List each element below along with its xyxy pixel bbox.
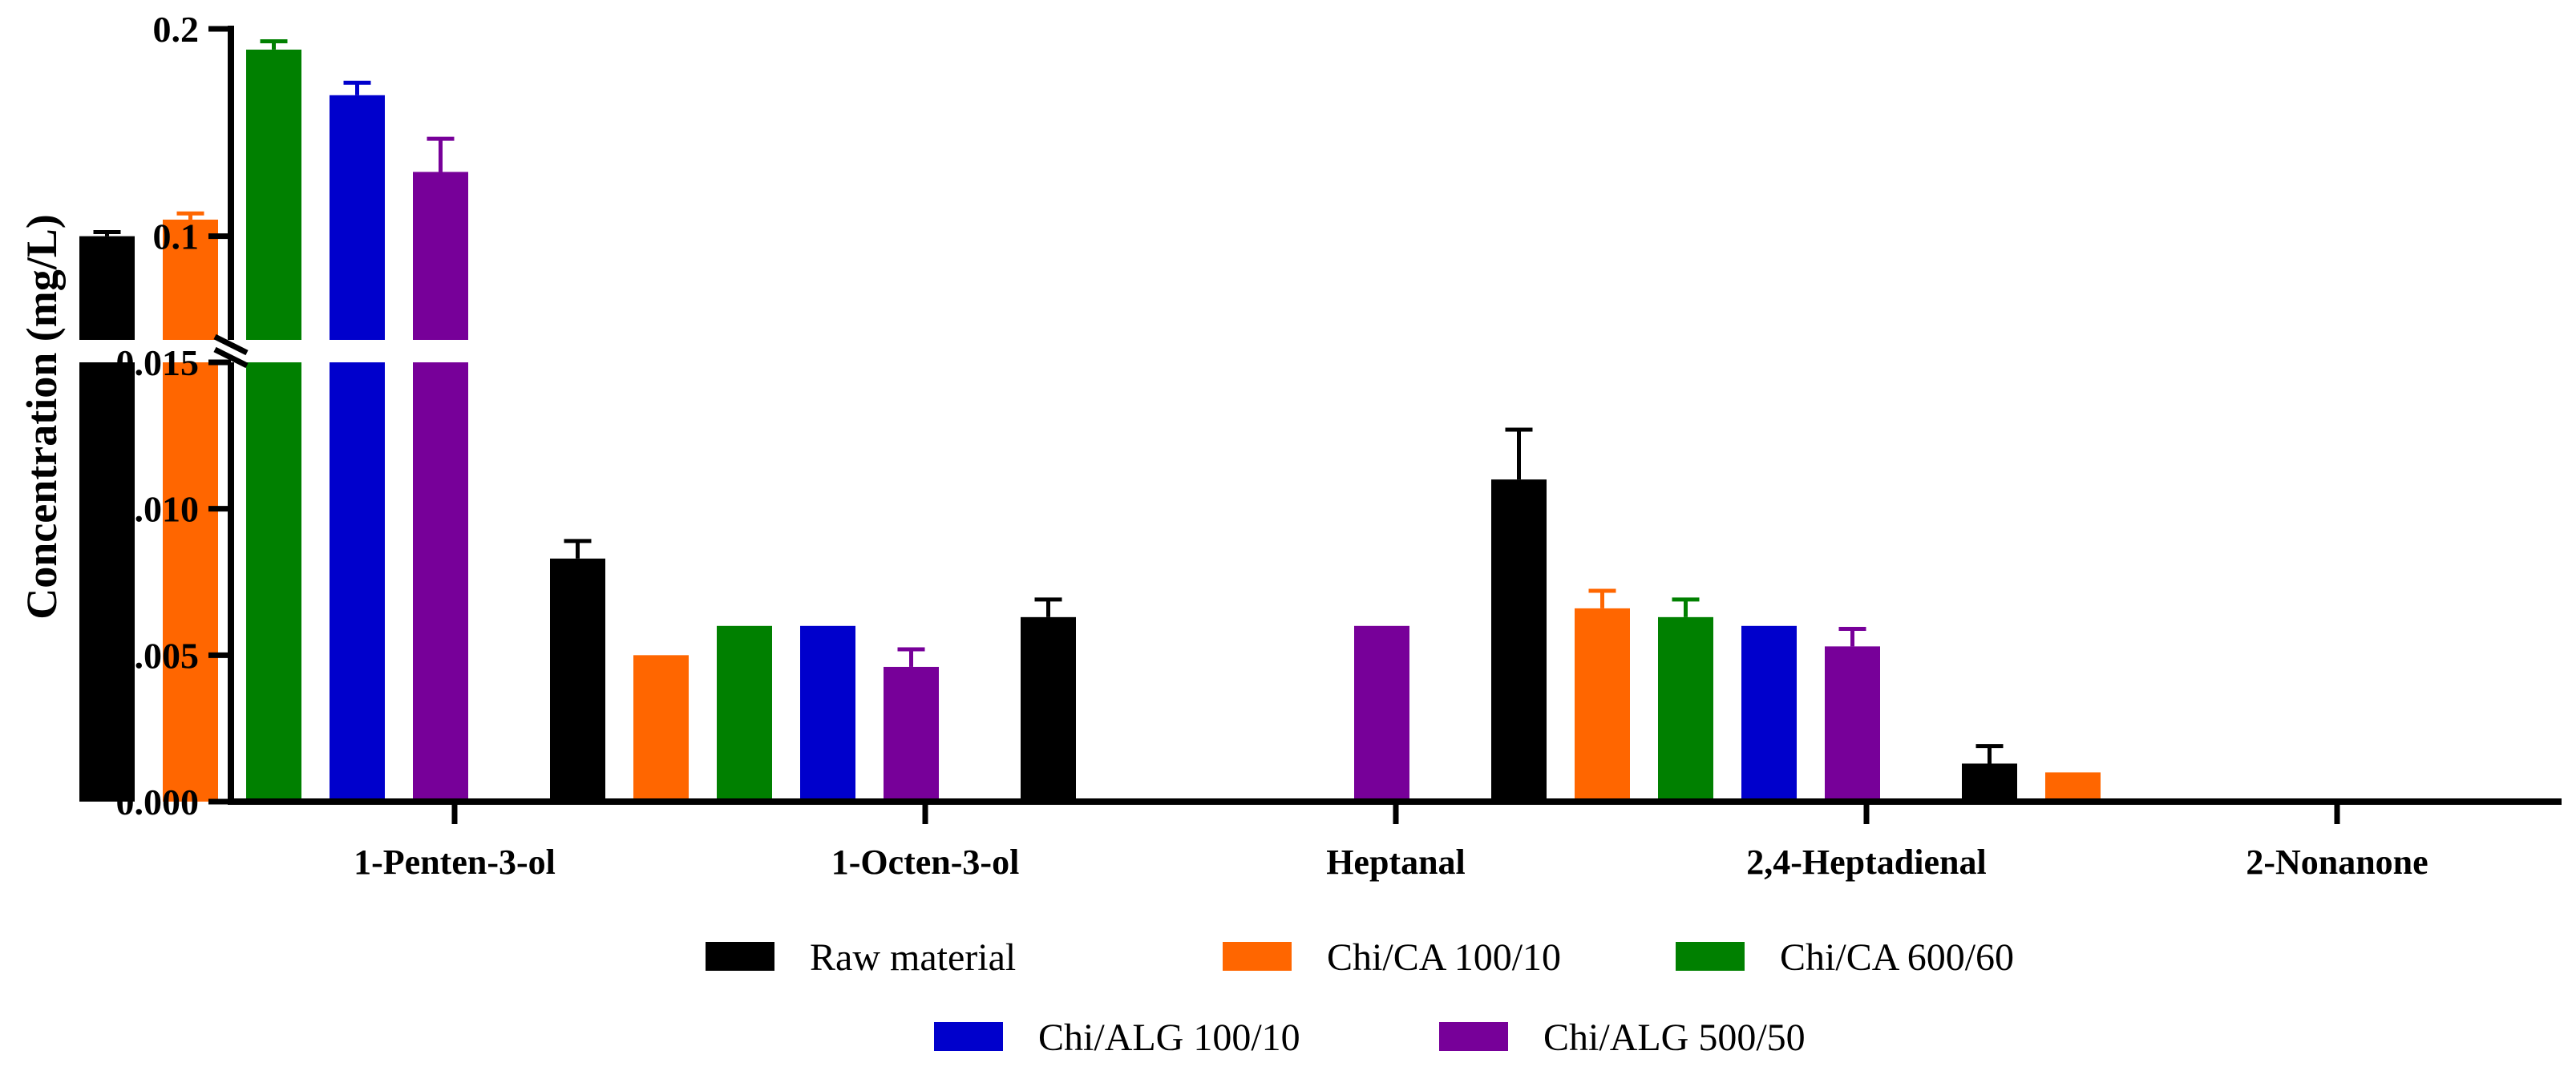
x-tick-label-0: 1-Penten-3-ol — [354, 843, 556, 882]
bar-1-0-lower — [163, 362, 218, 802]
legend-label-0: Raw material — [810, 936, 1016, 979]
y-tick-label-lower-2: 0.010 — [116, 489, 200, 530]
bar-2-0-lower — [246, 362, 301, 802]
legend-swatch-1 — [1223, 942, 1292, 971]
bar-4-1 — [884, 666, 939, 802]
legend-label-4: Chi/ALG 500/50 — [1543, 1016, 1806, 1059]
bar-3-3 — [1741, 625, 1797, 802]
bars-layer — [79, 49, 2101, 802]
bar-0-3 — [1491, 479, 1547, 802]
bar-0-2 — [1021, 616, 1076, 802]
y-tick-label-upper-0: 0.1 — [153, 216, 200, 257]
legend-swatch-0 — [706, 942, 774, 971]
error-bars-layer — [93, 39, 2004, 764]
bar-4-0-upper — [413, 172, 468, 340]
legend-label-3: Chi/ALG 100/10 — [1038, 1016, 1300, 1059]
bar-0-0-lower — [79, 362, 135, 802]
bar-1-3 — [1575, 608, 1630, 802]
legend-label-2: Chi/CA 600/60 — [1780, 936, 2014, 979]
bar-2-0-upper — [246, 49, 301, 340]
bar-3-0-upper — [330, 95, 385, 341]
x-tick-label-4: 2-Nonanone — [2246, 843, 2428, 882]
bar-3-1 — [800, 625, 855, 802]
axis-break-mark-bottom — [213, 346, 249, 369]
bar-3-0-lower — [330, 362, 385, 802]
bar-4-2 — [1354, 625, 1409, 802]
legend-swatch-3 — [934, 1022, 1003, 1051]
bar-2-3 — [1658, 616, 1713, 802]
bar-4-0-lower — [413, 362, 468, 802]
bar-1-1 — [633, 655, 689, 802]
bar-0-1 — [550, 558, 605, 802]
x-tick-label-3: 2,4-Heptadienal — [1746, 843, 1986, 882]
y-axis-title: Concentration (mg/L) — [18, 214, 66, 619]
bar-4-3 — [1825, 646, 1880, 802]
y-tick-label-lower-1: 0.005 — [116, 635, 200, 676]
legend-swatch-4 — [1439, 1022, 1508, 1051]
bar-1-4 — [2045, 772, 2101, 802]
axis-break-mark-top — [213, 333, 249, 356]
y-tick-label-lower-3: 0.015 — [116, 342, 200, 383]
legend-label-1: Chi/CA 100/10 — [1327, 936, 1561, 979]
legend: Raw material Chi/CA 100/10 Chi/CA 600/60 Ch… — [706, 936, 2014, 1059]
bar-1-0-upper — [163, 219, 218, 340]
bar-0-4 — [1962, 763, 2017, 802]
axes-layer: 0.000 0.005 0.010 0.015 0.1 0.2 1-Penten-3-ol 1… — [116, 9, 2562, 882]
y-tick-label-upper-1: 0.2 — [153, 9, 200, 50]
bar-2-1 — [717, 625, 772, 802]
x-tick-label-2: Heptanal — [1326, 843, 1466, 882]
legend-swatch-2 — [1676, 942, 1745, 971]
x-tick-label-1: 1-Octen-3-ol — [831, 843, 1020, 882]
bar-0-0-upper — [79, 236, 135, 340]
y-tick-label-lower-0: 0.000 — [116, 782, 200, 822]
